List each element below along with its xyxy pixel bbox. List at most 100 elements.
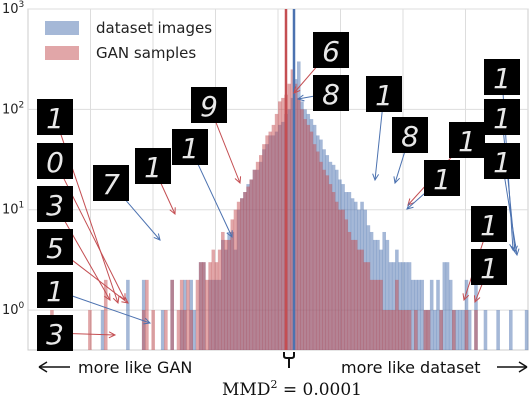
digit-thumbnail [313,75,349,111]
histogram-bar [319,161,323,350]
histogram-bar [524,310,529,350]
mmd-bracket [283,352,295,368]
digit-glyph: 0 [46,146,64,179]
digit-thumbnail [37,229,73,265]
digit-thumbnail [392,117,428,153]
histogram-bar [353,239,358,350]
annotation-arrow-head [407,198,415,206]
digit-thumbnail [135,148,171,184]
annotation-arrow [215,121,241,184]
histogram-bar [265,135,269,350]
annotation-arrow-head [108,331,117,339]
histogram-bar [379,279,383,350]
annotation-arrow-head [104,293,111,301]
digit-thumbnail [37,186,73,222]
histogram-bar [429,279,434,350]
right-arrow-head [518,361,528,373]
annotation-arrow [62,176,126,301]
histogram-bar [281,97,285,351]
histogram-bar [388,262,393,350]
histogram-bar [464,310,469,350]
histogram-bar [360,249,364,350]
digit-glyph: 1 [458,125,476,158]
histogram-bar [341,209,345,350]
more-like-gan-label: more like GAN [78,358,192,377]
legend-swatch-gan [45,46,79,60]
histogram-bar [252,169,257,350]
digit-thumbnail [37,99,73,135]
histogram-bar [259,155,263,350]
histogram-bar [233,209,238,350]
annotation-arrow [68,257,129,304]
legend-swatch-dataset [45,21,79,35]
histogram-bar [407,310,412,350]
histogram-bar [103,279,108,350]
annotation-arrow [122,196,161,241]
histogram-bar [436,279,440,350]
histogram-bar [141,310,146,350]
histogram-bar [461,310,466,350]
histogram-bar [366,262,371,350]
histogram-bar [344,219,349,350]
more-like-dataset-label: more like dataset [341,358,481,377]
histogram-bar [350,239,355,350]
histogram-bar [287,83,292,351]
histogram-bar [496,310,500,350]
histogram-bar [328,184,333,350]
annotation-arrow-head [372,173,380,182]
histogram-bar [262,144,266,350]
digit-thumbnail [471,249,507,285]
digit-glyph: 1 [493,102,511,135]
left-arrow-head [38,361,48,373]
histogram-bar [445,262,450,350]
histogram-bar [88,310,92,350]
digit-thumbnail [37,143,73,179]
annotation-arrow [474,283,483,303]
histogram-bar [151,310,155,350]
histogram-bar [448,279,453,350]
y-tick-label: 100 [2,301,25,318]
histogram-bar [224,239,228,350]
histogram-bar [369,279,374,350]
digit-thumbnail [471,206,507,242]
annotation-arrow-head [169,207,176,216]
digit-thumbnail [366,76,402,112]
digit-thumbnail [313,32,349,68]
annotation-arrow [71,295,151,324]
histogram-bar [382,310,386,350]
histogram-bar [198,262,203,350]
histogram-bar [410,279,415,350]
bottom-annotations: more like GAN more like dataset MMD2 = 0… [38,352,528,400]
histogram-bar [322,169,326,350]
histogram-bar [160,310,165,350]
digit-glyph: 6 [322,35,340,68]
digit-glyph: 1 [181,132,199,165]
histogram-bar [246,186,250,350]
digit-thumbnail [484,59,520,95]
histogram-bar [391,310,396,350]
annotation-arrow-head [473,295,481,304]
digit-thumbnail [37,315,73,351]
histogram-bar [426,310,431,350]
histogram-bar [306,124,311,351]
y-tick-label: 101 [2,201,24,218]
histogram-bar [303,119,307,350]
annotation-arrow [504,178,518,256]
histogram-bar [458,310,462,350]
histogram-bar [404,262,409,350]
digit-glyph: 7 [102,168,120,201]
digit-thumbnail [424,160,460,196]
histogram-bar [183,310,187,350]
legend-label-gan: GAN samples [96,44,196,62]
histogram-bar [398,310,402,350]
digit-glyph: 3 [46,189,64,222]
annotation-arrow-head [393,176,401,185]
histogram-bar [376,279,380,350]
digit-glyph: 1 [46,102,64,135]
histogram-bar [179,279,184,350]
histogram-bar [414,310,418,350]
histogram-bar [192,310,197,350]
digit-glyph: 8 [322,78,340,111]
